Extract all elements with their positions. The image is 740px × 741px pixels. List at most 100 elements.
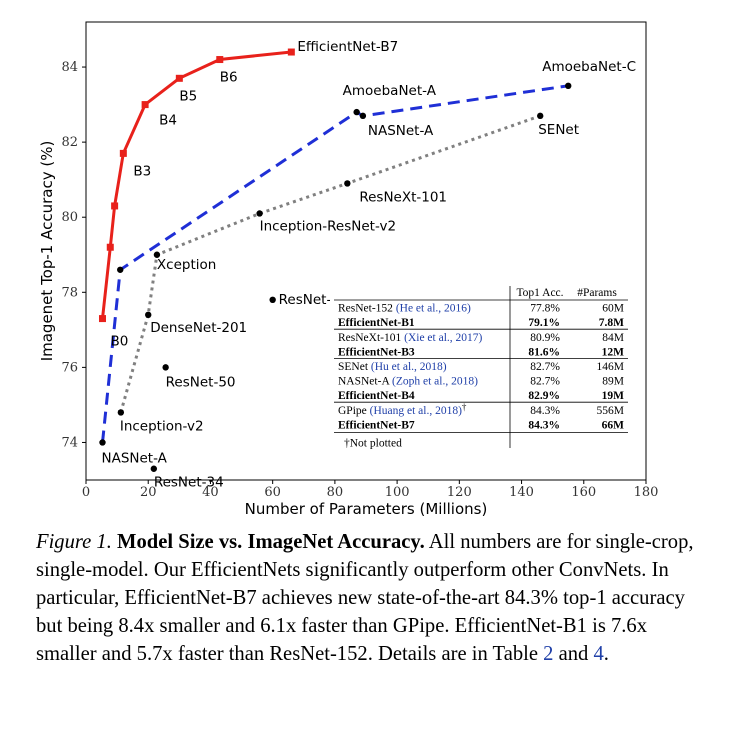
data-point [111, 202, 119, 210]
data-point [269, 296, 276, 304]
data-point [353, 108, 360, 116]
caption-figure-label: Figure 1. [36, 531, 112, 553]
figure-caption: Figure 1. Model Size vs. ImageNet Accura… [36, 528, 696, 668]
caption-end: . [603, 643, 609, 665]
y-tick-label: 80 [61, 210, 78, 225]
plot-frame [85, 21, 647, 481]
x-tick-label: 40 [202, 485, 219, 500]
table-citation[interactable]: (Hu et al., 2018) [368, 361, 447, 373]
x-tick-label: 120 [447, 485, 472, 500]
table-row-name: ResNet-152 (He et al., 2016) [338, 303, 471, 315]
point-label: B0 [110, 334, 128, 350]
point-label: DenseNet-201 [150, 320, 247, 336]
table-citation[interactable]: (He et al., 2016) [393, 303, 471, 315]
table-params: 19M [602, 390, 625, 402]
caption-connector: and [553, 643, 594, 665]
comparison-table: Top1 Acc. #Params ResNet-152 (He et al., 2… [330, 286, 632, 464]
data-point [359, 112, 367, 120]
point-label: NASNet-A [101, 450, 167, 466]
table-row-name: EfficientNet-B3 [338, 346, 415, 358]
caption-body: All numbers are for single-crop, single-… [36, 531, 694, 665]
data-point [99, 439, 106, 446]
table-params: 66M [602, 419, 625, 431]
table-model-name: NASNet-A [338, 376, 390, 388]
point-label: B3 [133, 163, 151, 179]
x-tick-label: 80 [327, 485, 344, 500]
table-row-name: EfficientNet-B1 [338, 317, 415, 329]
table-acc: 82.9% [528, 390, 560, 402]
table-acc: 79.1% [528, 317, 560, 329]
table-header: #Params [577, 287, 617, 299]
caption-title: Model Size vs. ImageNet Accuracy. [117, 531, 425, 553]
y-tick-label: 74 [61, 435, 78, 450]
point-label: ResNet-50 [166, 374, 236, 390]
table-row-name: NASNet-A (Zoph et al., 2018) [338, 376, 478, 388]
table-params: 60M [602, 303, 624, 315]
y-axis-label: Imagenet Top-1 Accuracy (%) [38, 141, 56, 362]
table-params: 84M [602, 332, 624, 344]
point-label: ResNeXt-101 [359, 189, 447, 205]
y-tick-label: 76 [61, 360, 78, 375]
data-point [119, 149, 127, 157]
point-label: Inception-v2 [120, 418, 204, 434]
table-acc: 77.8% [530, 303, 560, 315]
data-point [565, 82, 572, 90]
axis-ticks: 0 20 40 60 80 100 120 140 160 180 74 76 78 80 82 84 [61, 60, 658, 500]
point-label: ResNet-34 [154, 475, 224, 491]
point-label: SENet [538, 122, 579, 138]
table-row-name: EfficientNet-B7 [338, 419, 415, 431]
point-label: B4 [159, 113, 177, 129]
x-tick-label: 20 [140, 485, 157, 500]
x-tick-label: 60 [264, 485, 281, 500]
table-dagger: † [462, 402, 467, 412]
x-tick-label: 160 [571, 485, 596, 500]
data-point [141, 101, 149, 109]
table-acc: 84.3% [530, 405, 560, 417]
table-params: 12M [602, 346, 625, 358]
data-point [117, 266, 124, 273]
point-label: EfficientNet-B7 [297, 39, 398, 55]
x-tick-label: 180 [634, 485, 659, 500]
table-acc: 81.6% [528, 346, 560, 358]
data-point [537, 112, 544, 120]
data-point [117, 409, 125, 416]
y-tick-label: 84 [61, 60, 78, 75]
table-model-name: SENet [338, 361, 369, 373]
point-label: Xception [157, 257, 216, 273]
table-acc: 80.9% [530, 332, 560, 344]
table-row-name: SENet (Hu et al., 2018) [338, 361, 447, 373]
table-citation[interactable]: (Xie et al., 2017) [401, 332, 482, 344]
table-model-name: ResNet-152 [338, 303, 393, 315]
point-label: NASNet-A [368, 123, 434, 139]
table-model-name: EfficientNet-B3 [338, 346, 415, 358]
data-point [162, 364, 169, 371]
data-point [216, 56, 224, 64]
caption-ref-table-4[interactable]: 4 [593, 643, 604, 665]
table-params: 89M [602, 376, 624, 388]
series-line-hand-designed [119, 114, 541, 413]
table-citation[interactable]: (Huang et al., 2018) [367, 405, 462, 417]
data-point [256, 210, 263, 217]
point-label: AmoebaNet-C [542, 59, 636, 75]
x-axis-label: Number of Parameters (Millions) [245, 500, 488, 518]
table-params: 556M [597, 405, 624, 417]
y-tick-label: 78 [61, 285, 78, 300]
table-model-name: ResNeXt-101 [338, 332, 401, 344]
table-model-name: EfficientNet-B4 [338, 390, 415, 402]
point-label: B5 [179, 88, 197, 104]
data-point [106, 243, 114, 251]
table-acc: 84.3% [528, 419, 560, 431]
point-label: Inception-ResNet-v2 [260, 218, 396, 234]
point-label: B6 [220, 70, 238, 86]
data-point [175, 74, 183, 82]
caption-ref-table-2[interactable]: 2 [543, 643, 554, 665]
data-point [145, 311, 152, 319]
table-model-name: EfficientNet-B1 [338, 317, 415, 329]
table-citation[interactable]: (Zoph et al., 2018) [389, 376, 478, 388]
x-tick-label: 100 [385, 485, 410, 500]
x-tick-label: 140 [509, 485, 534, 500]
table-model-name: GPipe [338, 405, 367, 417]
table-params: 146M [597, 361, 624, 373]
series-markers [98, 48, 572, 472]
data-point [344, 180, 351, 187]
